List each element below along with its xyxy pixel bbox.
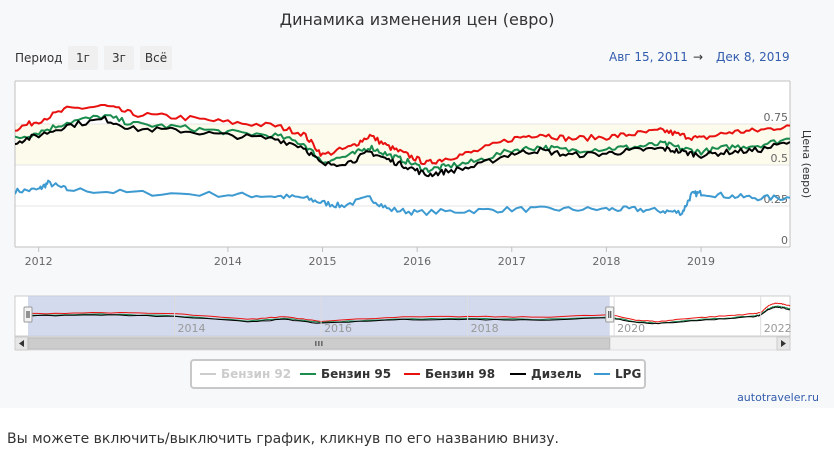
legend-item-lpg[interactable]: LPG [594, 367, 641, 381]
range-to-date[interactable]: Дек 8, 2019 [716, 50, 790, 64]
legend-label-benzin98: Бензин 98 [425, 367, 496, 381]
navigator-handle-right[interactable] [605, 306, 615, 323]
navigator-tick-label: 2016 [324, 322, 352, 335]
period-label: Период [15, 51, 63, 65]
navigator-line-diesel [27, 306, 790, 325]
series-line-diesel [15, 115, 790, 178]
y-tick-label: 0.5 [771, 152, 789, 165]
legend-label-benzin92: Бензин 92 [221, 367, 292, 381]
series-line-benzin95 [15, 114, 790, 173]
arrow-left-icon [19, 340, 24, 347]
legend-label-lpg: LPG [615, 367, 642, 381]
x-tick-label: 2014 [214, 255, 242, 268]
navigator-tick-label: 2014 [178, 322, 206, 335]
arrow-right-icon [781, 340, 786, 347]
legend-item-benzin98[interactable]: Бензин 98 [404, 367, 495, 381]
legend-item-diesel[interactable]: Дизель [510, 367, 582, 381]
range-arrow: → [693, 50, 704, 64]
x-tick-label: 2016 [403, 255, 431, 268]
legend-label-benzin95: Бензин 95 [321, 367, 392, 381]
range-button-all[interactable]: Всё [140, 46, 172, 70]
chart-legend: Бензин 92 Бензин 95 Бензин 98 Дизель LPG [190, 359, 646, 389]
range-button-1y[interactable]: 1г [68, 46, 98, 70]
plot-band [15, 124, 790, 165]
legend-item-benzin95[interactable]: Бензин 95 [300, 367, 391, 381]
navigator-line-benzin98 [28, 302, 791, 323]
credit-link[interactable]: autotraveler.ru [737, 391, 819, 404]
navigator-tick-label: 2022 [764, 322, 792, 335]
range-button-3y[interactable]: 3г [104, 46, 134, 70]
chart-container: Динамика изменения цен (евро) Период 1г … [14, 10, 819, 404]
series-line-benzin98 [15, 104, 790, 166]
y-axis-label: Цена (евро) [800, 130, 813, 198]
x-tick-label: 2017 [498, 255, 526, 268]
legend-swatch-diesel [510, 372, 526, 375]
chart-title: Динамика изменения цен (евро) [279, 10, 555, 29]
price-chart: 0 0.25 0.5 0.75 2012 2014 2015 2016 2017 2018 2019… [14, 80, 813, 351]
footnote-text: Вы можете включить/выключить график, кли… [7, 431, 560, 447]
legend-swatch-benzin95 [300, 372, 316, 375]
navigator-selection [28, 296, 610, 336]
range-from-date[interactable]: Авг 15, 2011 [609, 50, 688, 64]
navigator-tick-label: 2020 [617, 322, 645, 335]
y-tick-label: 0 [781, 234, 788, 247]
y-tick-label: 0.25 [764, 193, 789, 206]
navigator-tick-label: 2018 [471, 322, 499, 335]
x-tick-label: 2019 [687, 255, 715, 268]
x-tick-label: 2012 [25, 255, 53, 268]
legend-swatch-benzin92 [200, 372, 216, 375]
x-tick-label: 2018 [592, 255, 620, 268]
y-tick-label: 0.75 [764, 111, 789, 124]
navigator-line-benzin95 [27, 305, 790, 325]
navigator-handle-left[interactable] [23, 306, 33, 323]
series-line-lpg [15, 179, 790, 217]
x-tick-label: 2015 [309, 255, 337, 268]
legend-label-diesel: Дизель [531, 367, 582, 381]
legend-swatch-benzin98 [404, 372, 420, 375]
legend-item-benzin92[interactable]: Бензин 92 [200, 367, 291, 381]
legend-swatch-lpg [594, 372, 610, 375]
